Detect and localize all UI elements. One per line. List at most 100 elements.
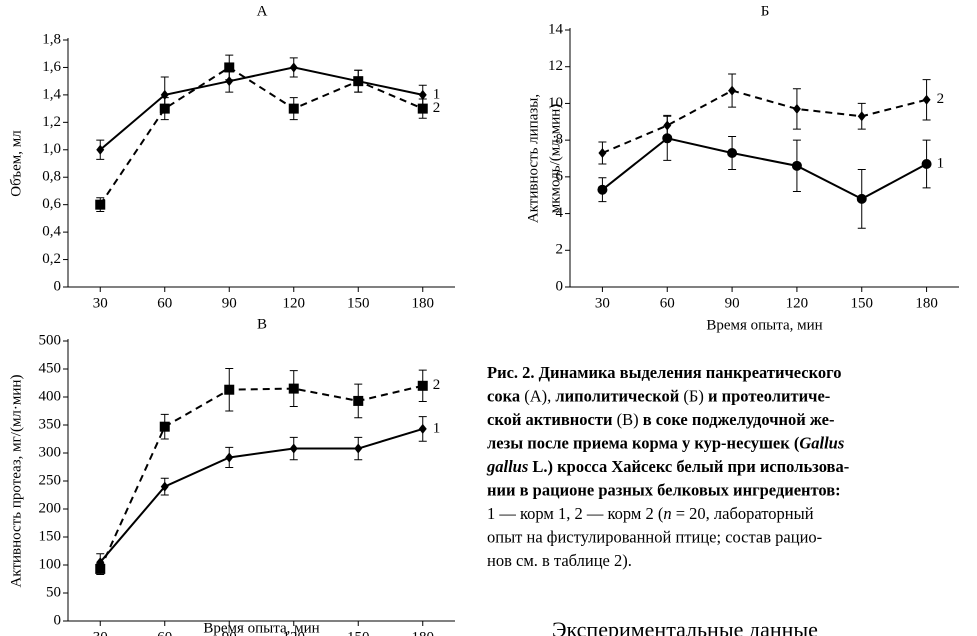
caption-text: липолитической: [555, 386, 679, 405]
x-tick-label: 30: [93, 295, 108, 311]
marker: [288, 103, 299, 114]
marker: [224, 62, 235, 73]
series-label: 2: [937, 91, 945, 107]
y-tick-label: 1,2: [42, 114, 61, 130]
marker: [225, 452, 234, 463]
y-tick-label: 100: [39, 556, 62, 572]
x-tick-label: 150: [851, 295, 874, 311]
x-axis-label: Время опыта, мин: [706, 317, 822, 333]
marker: [418, 89, 427, 100]
caption-line: gallus L.) кросса Хайсекс белый при испо…: [486, 457, 849, 476]
x-tick-label: 90: [222, 295, 237, 311]
marker: [921, 159, 932, 170]
x-tick-label: 30: [595, 295, 610, 311]
caption-text: и протеолитиче-: [708, 386, 830, 405]
caption-line: нов см. в таблице 2).: [487, 551, 632, 570]
marker: [417, 103, 428, 114]
marker: [288, 383, 299, 394]
x-tick-label: 60: [157, 295, 172, 311]
y-tick-label: 500: [39, 332, 62, 348]
y-tick-label: 6: [556, 168, 564, 184]
marker: [598, 147, 607, 158]
x-tick-label: 90: [222, 629, 237, 636]
x-tick-label: 180: [412, 295, 435, 311]
caption-line: 1 — корм 1, 2 — корм 2 (n = 20, лаборато…: [487, 504, 814, 523]
x-tick-label: 120: [283, 629, 306, 636]
caption-text: (А),: [520, 386, 555, 405]
caption-line: Рис. 2. Динамика выделения панкреатическ…: [487, 363, 842, 382]
caption-text: = 20, лабораторный: [672, 504, 814, 523]
marker: [353, 76, 364, 87]
x-tick-label: 120: [786, 295, 809, 311]
marker: [224, 384, 235, 395]
series-line: [99, 66, 424, 206]
caption-text: ской активности: [487, 410, 613, 429]
marker: [160, 481, 169, 492]
marker: [95, 563, 106, 574]
marker: [857, 111, 866, 122]
y-tick-label: 0,8: [42, 169, 61, 185]
caption-line: нии в рационе разных белковых ингредиент…: [487, 480, 841, 499]
marker: [225, 76, 234, 87]
chart-title: А: [257, 3, 268, 19]
marker: [354, 443, 363, 454]
x-tick-label: 150: [347, 629, 370, 636]
chart-title: В: [257, 316, 267, 332]
caption-text: L.) кросса Хайсекс белый при использова-: [528, 457, 849, 476]
y-tick-label: 12: [548, 58, 563, 74]
marker: [727, 147, 738, 158]
series-label: 1: [433, 86, 441, 102]
series-label: 1: [937, 155, 945, 171]
x-tick-label: 60: [660, 295, 675, 311]
y-tick-label: 200: [39, 500, 62, 516]
series-label: 2: [433, 377, 441, 393]
caption-line: ской активности (В) в соке поджелудочной…: [487, 410, 834, 429]
y-tick-label: 300: [39, 444, 62, 460]
y-tick-label: 0,2: [42, 251, 61, 267]
y-tick-label: 50: [46, 584, 61, 600]
marker: [792, 103, 801, 114]
marker: [922, 94, 931, 105]
caption-text: нов см. в таблице 2).: [487, 551, 632, 570]
y-axis-label: Активность протеаз, мг/(мл·мин): [8, 375, 24, 588]
y-tick-label: 14: [548, 21, 564, 37]
caption-text: (В): [612, 410, 642, 429]
y-tick-label: 450: [39, 360, 62, 376]
y-tick-label: 0,6: [42, 196, 61, 212]
y-tick-label: 2: [556, 242, 564, 258]
y-tick-label: 1,4: [42, 86, 61, 102]
body-text: Экспериментальные данные: [552, 617, 818, 636]
marker: [353, 395, 364, 406]
y-tick-label: 400: [39, 388, 62, 404]
series-line: [99, 384, 423, 570]
series-line: [99, 427, 424, 563]
marker: [663, 120, 672, 131]
caption-text: Gallus: [799, 433, 844, 452]
chart: В 0 50 100 150 200 250 300 350 400 450 500 30 60 90 120…: [8, 316, 455, 636]
y-axis-label: Объем, мл: [8, 130, 24, 197]
y-tick-label: 250: [39, 472, 62, 488]
caption-text: нии в рационе разных белковых ингредиент…: [487, 480, 841, 499]
marker: [289, 443, 298, 454]
y-tick-label: 0: [54, 278, 62, 294]
marker: [289, 62, 298, 73]
marker: [597, 184, 608, 195]
caption-text: опыт на фистулированной птице; состав ра…: [487, 527, 822, 546]
y-tick-label: 0: [556, 278, 564, 294]
y-axis-label: Активность липазы,: [525, 94, 541, 223]
series-label: 2: [433, 100, 441, 116]
series-line: [99, 66, 423, 151]
caption-line: лезы после приема корма у кур-несушек (G…: [487, 433, 844, 452]
marker: [417, 380, 428, 391]
caption-text: сока: [487, 386, 520, 405]
marker: [418, 423, 427, 434]
marker: [95, 199, 106, 210]
caption-text: n: [663, 504, 671, 523]
series-label: 1: [433, 420, 441, 436]
series-line: [601, 137, 928, 201]
marker: [791, 160, 802, 171]
y-tick-label: 4: [556, 205, 564, 221]
y-tick-label: 350: [39, 416, 62, 432]
